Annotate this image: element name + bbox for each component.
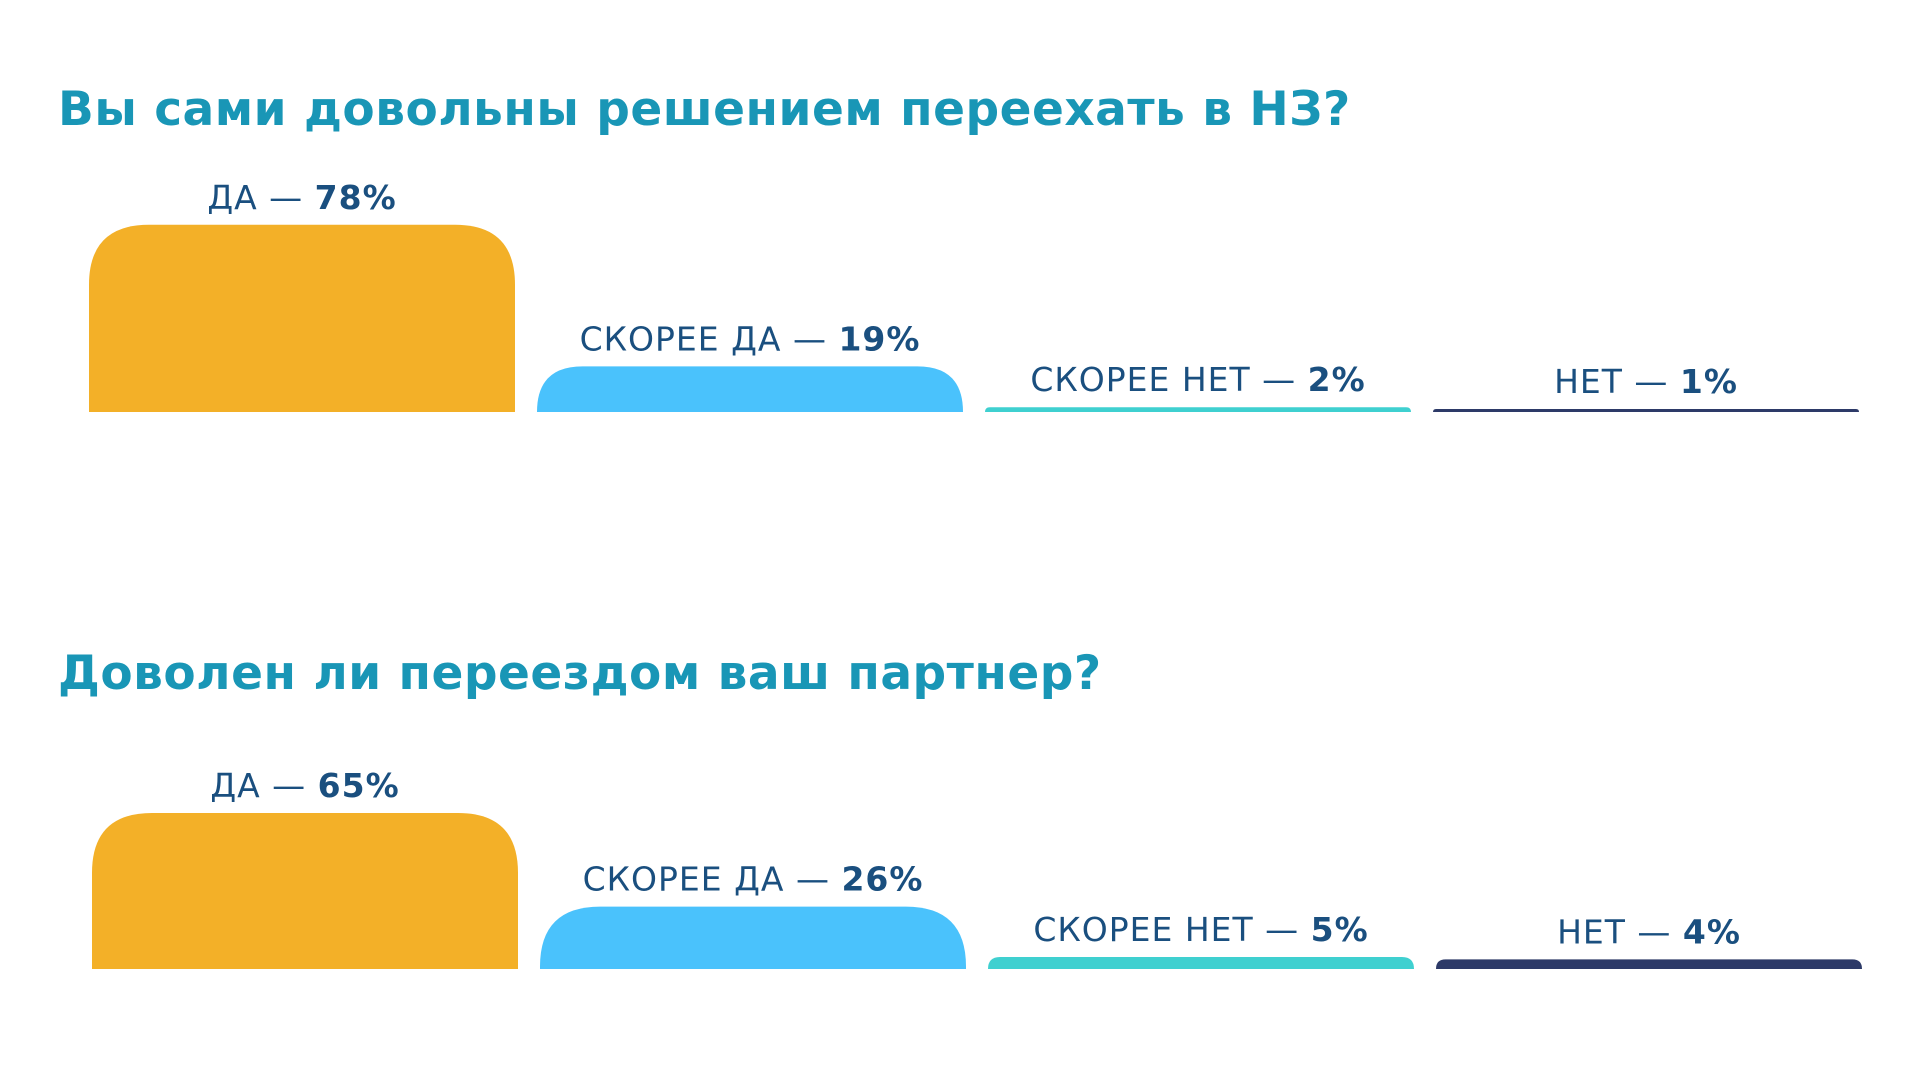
bar-2 [540, 906, 966, 969]
bar-1 [89, 224, 515, 412]
bar-3 [985, 407, 1411, 412]
chart-title: Вы сами довольны решением переехать в НЗ… [58, 82, 1351, 137]
bar-label-3: СКОРЕЕ НЕТ — 5% [1033, 910, 1368, 949]
bar-4 [1436, 959, 1862, 969]
chart-title: Доволен ли переездом ваш партнер? [58, 646, 1102, 701]
bar-label-2: СКОРЕЕ ДА — 26% [583, 860, 924, 899]
bar-label-1: ДА — 65% [210, 766, 399, 805]
bar-plot: ДА — 65% СКОРЕЕ ДА — 26% СКОРЕЕ НЕТ — 5% НЕ… [92, 766, 1862, 969]
bar-4 [1433, 409, 1859, 412]
bar-3 [988, 957, 1414, 969]
bar-label-4: НЕТ — 1% [1554, 362, 1738, 401]
bar-label-4: НЕТ — 4% [1557, 912, 1741, 951]
bar-plot: ДА — 78% СКОРЕЕ ДА — 19% СКОРЕЕ НЕТ — 2% НЕ… [89, 178, 1859, 412]
bar-label-2: СКОРЕЕ ДА — 19% [580, 319, 921, 358]
bar-label-3: СКОРЕЕ НЕТ — 2% [1030, 360, 1365, 399]
bar-1 [92, 813, 518, 969]
bar-label-1: ДА — 78% [207, 178, 396, 217]
chart-self-satisfaction: Вы сами довольны решением переехать в НЗ… [0, 0, 1920, 500]
chart-partner-satisfaction: Доволен ли переездом ваш партнер? ДА — 6… [0, 560, 1920, 1060]
bar-2 [537, 366, 963, 412]
